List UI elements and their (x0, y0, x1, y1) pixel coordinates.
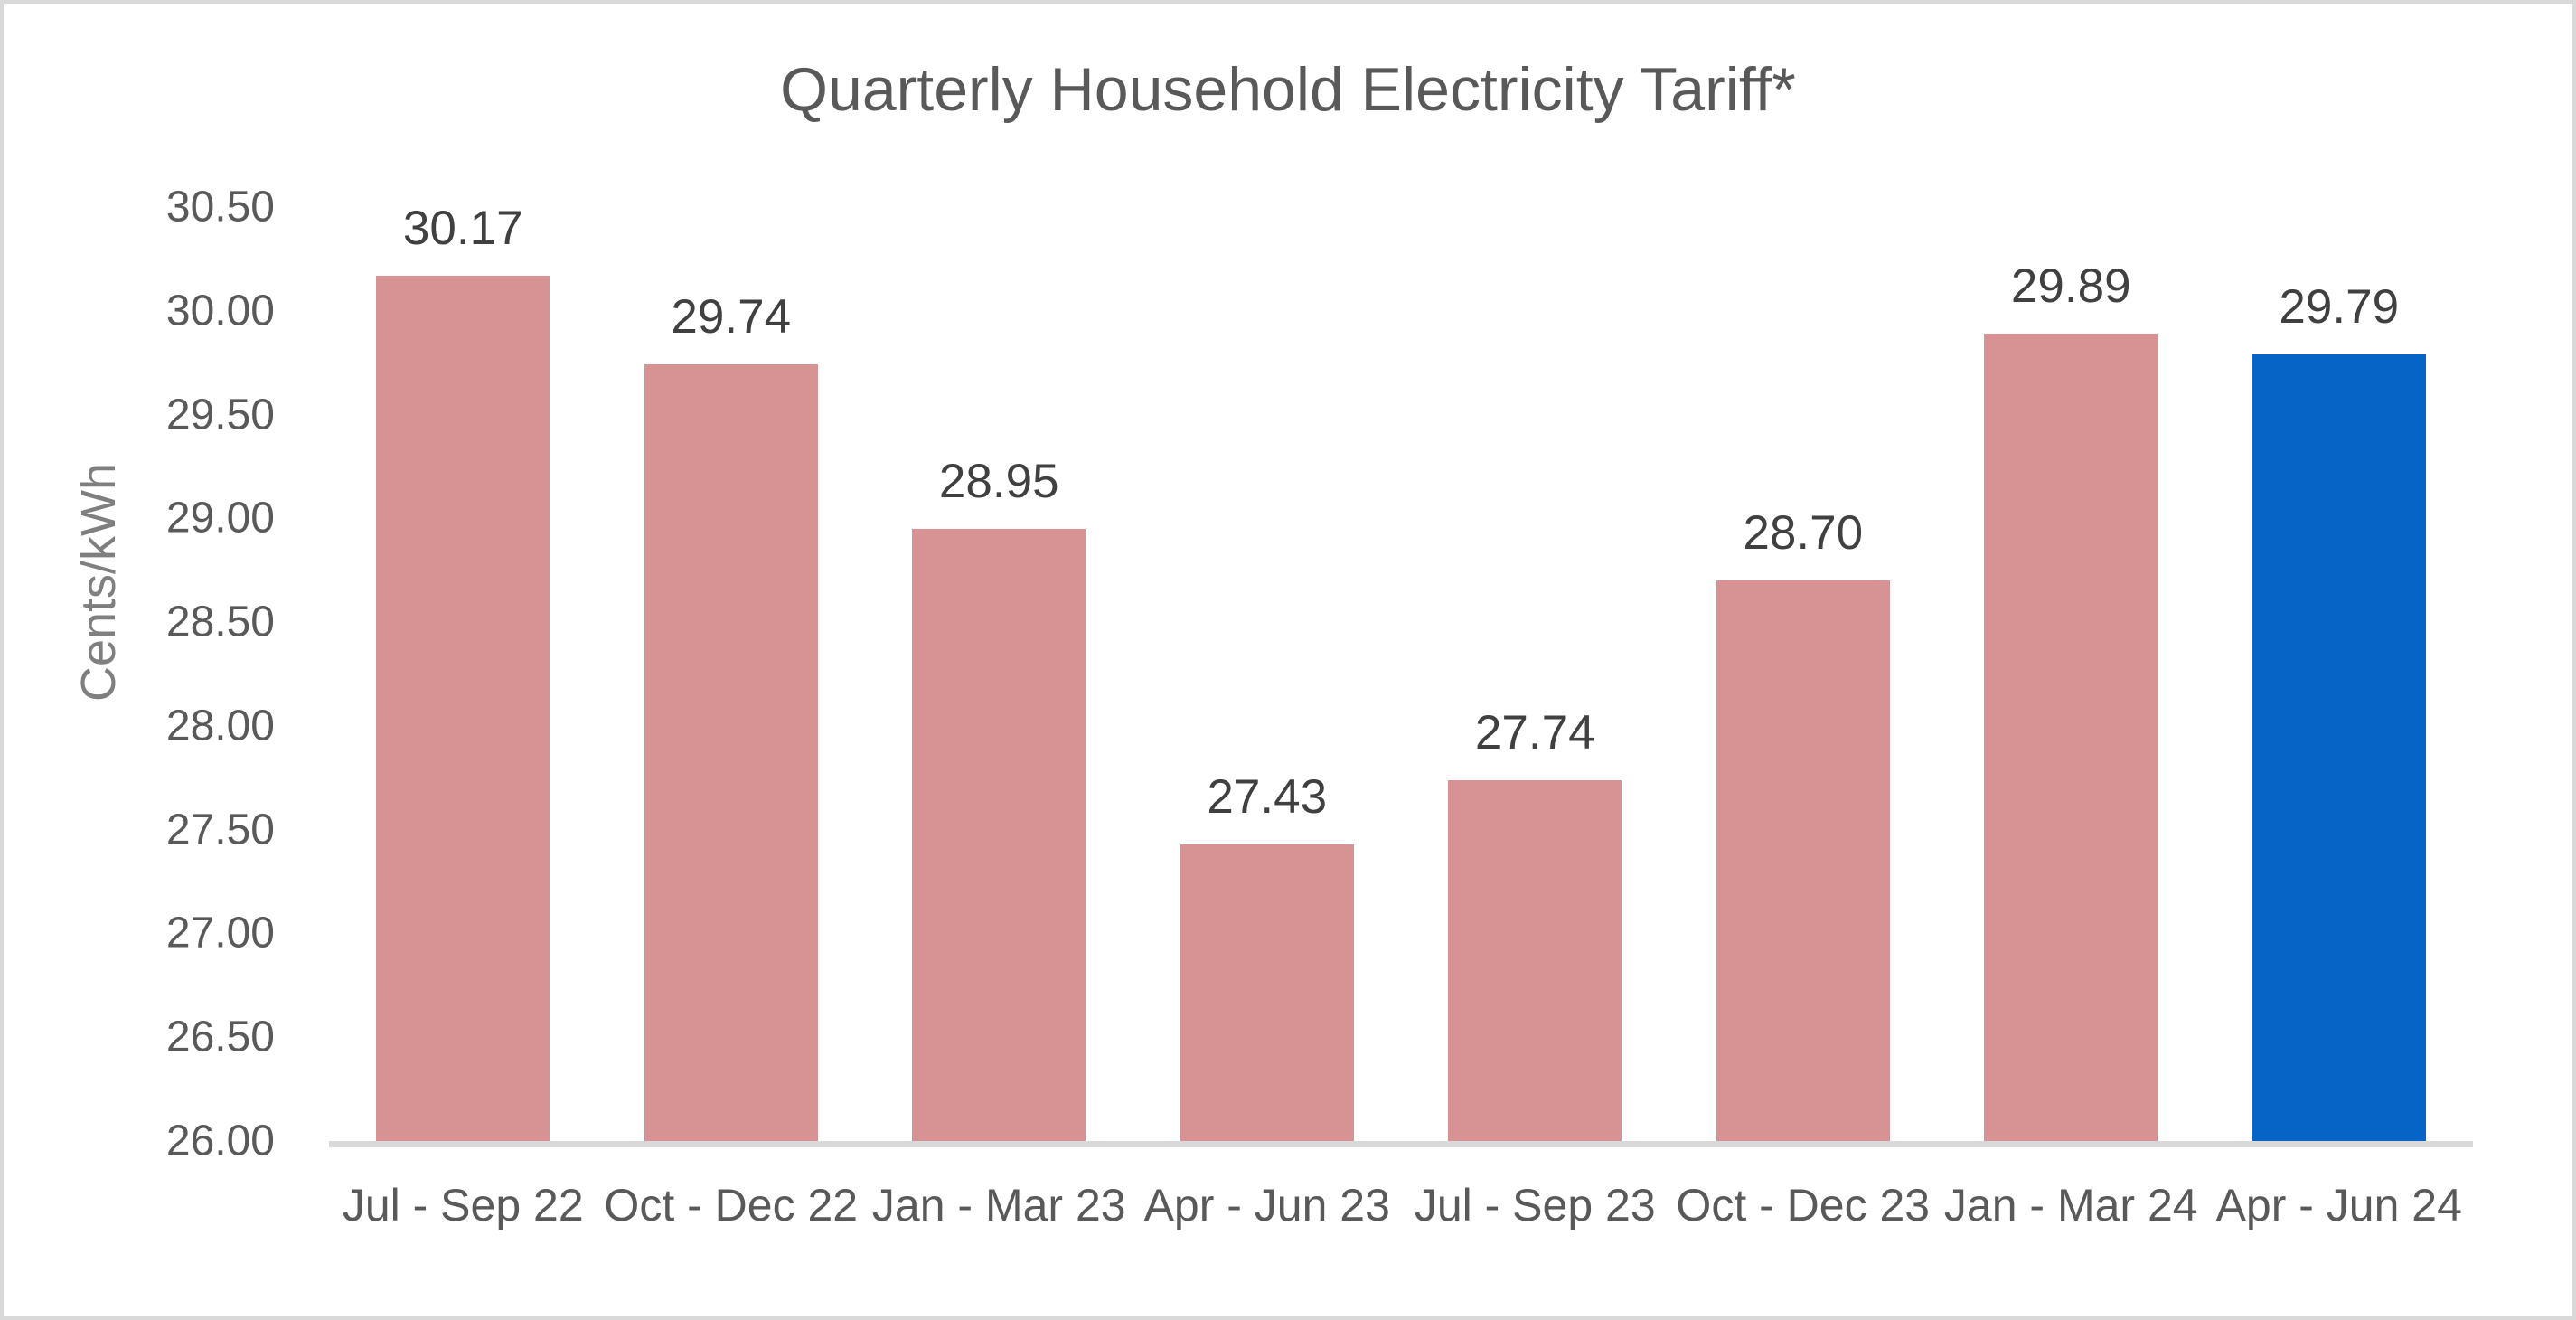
bar-value-label: 29.89 (2010, 259, 2131, 314)
x-tick-label: Jul - Sep 22 (342, 1180, 584, 1230)
bar-Jan - Mar 23 (912, 528, 1086, 1141)
y-tick-label: 26.50 (165, 1013, 275, 1061)
y-tick-label: 28.50 (165, 598, 275, 646)
x-tick-label: Jul - Sep 23 (1414, 1180, 1656, 1230)
x-tick-label: Apr - Jun 23 (1143, 1180, 1390, 1230)
plot-area: 30.17 29.74 28.95 27.43 27.74 28.70 29.89 29.79 (329, 202, 2473, 1147)
y-tick-label: 28.00 (165, 702, 275, 750)
chart-title: Quarterly Household Electricity Tariff* (780, 55, 1796, 124)
bar-value-label: 27.74 (1474, 705, 1595, 759)
bar-value-label: 28.70 (1743, 506, 1864, 561)
bar-Apr - Jun 24 (2252, 354, 2426, 1141)
y-tick-label: 27.50 (165, 806, 275, 854)
x-tick-label: Jan - Mar 23 (871, 1180, 1126, 1230)
y-tick-label: 30.50 (165, 183, 275, 231)
y-tick-label: 30.00 (165, 287, 275, 335)
x-axis-line (329, 1141, 2473, 1147)
bar-Oct - Dec 22 (644, 364, 818, 1141)
y-tick-label: 29.50 (165, 391, 275, 439)
x-tick-label: Jan - Mar 24 (1943, 1180, 2198, 1230)
bar-Jul - Sep 23 (1448, 779, 1622, 1141)
bar-value-label: 27.43 (1207, 769, 1328, 824)
y-tick-label: 27.00 (165, 909, 275, 957)
bar-Jan - Mar 24 (1984, 334, 2158, 1141)
bar-Apr - Jun 23 (1180, 844, 1354, 1141)
bar-value-label: 30.17 (402, 201, 523, 255)
bar-Oct - Dec 23 (1716, 580, 1890, 1141)
x-tick-label: Oct - Dec 23 (1676, 1180, 1931, 1230)
bar-value-label: 28.95 (938, 454, 1059, 508)
bar-Jul - Sep 22 (376, 275, 550, 1141)
y-tick-label: 29.00 (165, 494, 275, 542)
x-tick-label: Apr - Jun 24 (2215, 1180, 2462, 1230)
y-axis-tick-labels: 30.50 30.00 29.50 29.00 28.50 28.00 27.50 27.00… (4, 184, 275, 1165)
bar-value-label: 29.79 (2279, 280, 2400, 334)
y-tick-label: 26.00 (165, 1117, 275, 1165)
bar-value-label: 29.74 (671, 290, 792, 344)
x-tick-label: Oct - Dec 22 (604, 1180, 859, 1230)
